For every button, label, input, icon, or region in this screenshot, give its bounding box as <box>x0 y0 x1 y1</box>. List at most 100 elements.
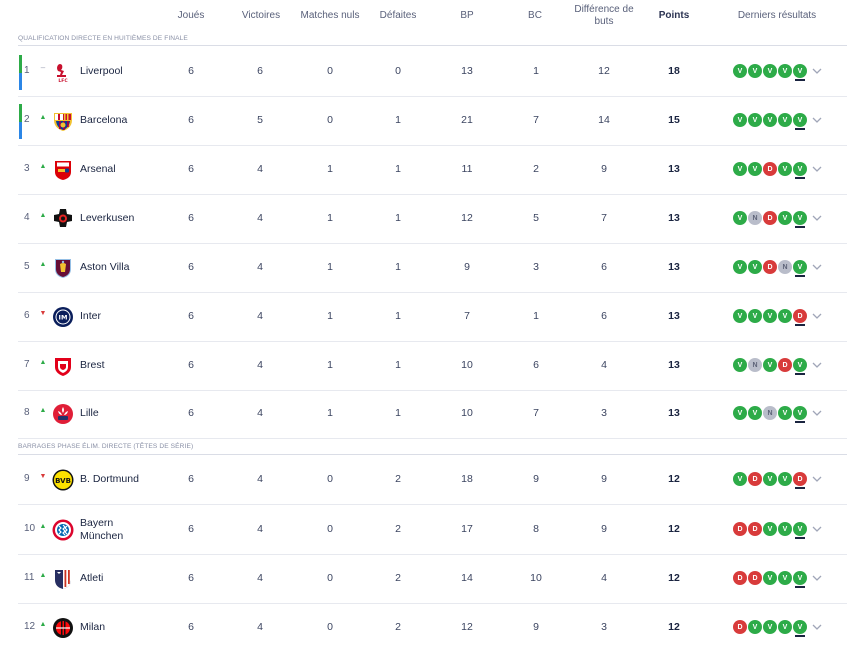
result-pill[interactable]: V <box>793 113 807 130</box>
result-pill[interactable]: V <box>778 113 792 127</box>
result-pill[interactable]: V <box>793 358 807 375</box>
result-pill[interactable]: V <box>793 620 807 637</box>
team-name[interactable]: Bayern München <box>80 517 124 542</box>
header-draws[interactable]: Matches nuls <box>300 10 360 21</box>
header-played[interactable]: Joués <box>177 10 205 21</box>
chevron-down-icon[interactable] <box>811 261 823 273</box>
result-pill[interactable]: V <box>778 472 792 486</box>
result-pill[interactable]: N <box>748 358 762 372</box>
table-row[interactable]: 4 ▲ Leverkusen 6 4 1 1 12 5 7 13 V N D V V <box>0 195 847 244</box>
result-pill[interactable]: V <box>748 162 762 176</box>
result-pill[interactable]: V <box>733 309 747 323</box>
result-pill[interactable]: V <box>778 64 792 78</box>
result-pill[interactable]: V <box>748 113 762 127</box>
result-pill[interactable]: D <box>748 522 762 536</box>
team-name[interactable]: B. Dortmund <box>80 473 139 485</box>
chevron-down-icon[interactable] <box>811 523 823 535</box>
chevron-down-icon[interactable] <box>811 359 823 371</box>
result-pill[interactable]: V <box>733 64 747 78</box>
result-pill[interactable]: V <box>748 260 762 274</box>
result-pill[interactable]: V <box>748 64 762 78</box>
table-row[interactable]: 1– LFC Liverpool 6 6 0 0 13 1 12 18 V V V V V <box>0 48 847 97</box>
team-name[interactable]: Milan <box>80 621 106 633</box>
result-pill[interactable]: V <box>733 162 747 176</box>
result-pill[interactable]: V <box>778 571 792 585</box>
result-pill[interactable]: N <box>748 211 762 225</box>
result-pill[interactable]: D <box>733 522 747 536</box>
header-wins[interactable]: Victoires <box>241 10 281 21</box>
result-pill[interactable]: D <box>733 620 747 634</box>
chevron-down-icon[interactable] <box>811 473 823 485</box>
result-pill[interactable]: V <box>763 571 777 585</box>
result-pill[interactable]: V <box>763 620 777 634</box>
result-pill[interactable]: V <box>763 64 777 78</box>
result-pill[interactable]: D <box>748 571 762 585</box>
team-name[interactable]: Aston Villa <box>80 261 130 273</box>
result-pill[interactable]: V <box>733 211 747 225</box>
table-row[interactable]: 11 ▲ Atleti 6 4 0 2 14 10 4 12 D D V V V <box>0 555 847 604</box>
result-pill[interactable]: V <box>748 620 762 634</box>
team-name[interactable]: Liverpool <box>80 65 123 77</box>
table-row[interactable]: 7 ▲ Brest 6 4 1 1 10 6 4 13 V N V D V <box>0 342 847 391</box>
team-name[interactable]: Atleti <box>80 572 104 584</box>
table-row[interactable]: 2 ▲ Barcelona 6 5 0 1 21 7 14 15 V V V V V <box>0 97 847 146</box>
team-name[interactable]: Arsenal <box>80 163 116 175</box>
result-pill[interactable]: V <box>763 472 777 486</box>
result-pill[interactable]: N <box>763 406 777 420</box>
result-pill[interactable]: V <box>763 358 777 372</box>
team-name[interactable]: Lille <box>80 407 99 419</box>
result-pill[interactable]: V <box>778 522 792 536</box>
header-losses[interactable]: Défaites <box>379 10 417 21</box>
result-pill[interactable]: V <box>793 260 807 277</box>
result-pill[interactable]: V <box>793 522 807 539</box>
table-row[interactable]: 10 ▲ Bayern München 6 4 0 2 17 8 9 12 D D V V V <box>0 506 847 555</box>
result-pill[interactable]: V <box>778 162 792 176</box>
table-row[interactable]: 5 ▲ Aston Villa 6 4 1 1 9 3 6 13 V V D N V <box>0 244 847 293</box>
result-pill[interactable]: V <box>748 309 762 323</box>
chevron-down-icon[interactable] <box>811 621 823 633</box>
result-pill[interactable]: D <box>793 472 807 489</box>
result-pill[interactable]: V <box>793 211 807 228</box>
result-pill[interactable]: V <box>733 358 747 372</box>
result-pill[interactable]: V <box>763 309 777 323</box>
result-pill[interactable]: D <box>763 260 777 274</box>
table-row[interactable]: 12 ▲ Milan 6 4 0 2 12 9 3 12 D V V V V <box>0 604 847 649</box>
table-row[interactable]: 6 ▼ IM Inter 6 4 1 1 7 1 6 13 V V V V D <box>0 293 847 342</box>
result-pill[interactable]: V <box>733 472 747 486</box>
team-name[interactable]: Brest <box>80 359 105 371</box>
result-pill[interactable]: D <box>793 309 807 326</box>
result-pill[interactable]: V <box>733 406 747 420</box>
chevron-down-icon[interactable] <box>811 572 823 584</box>
table-row[interactable]: 9 ▼ BVB B. Dortmund 6 4 0 2 18 9 9 12 V D V V D <box>0 456 847 505</box>
chevron-down-icon[interactable] <box>811 212 823 224</box>
header-goals-for[interactable]: BP <box>460 10 474 21</box>
chevron-down-icon[interactable] <box>811 310 823 322</box>
result-pill[interactable]: V <box>778 406 792 420</box>
result-pill[interactable]: V <box>733 260 747 274</box>
chevron-down-icon[interactable] <box>811 65 823 77</box>
result-pill[interactable]: D <box>778 358 792 372</box>
chevron-down-icon[interactable] <box>811 163 823 175</box>
result-pill[interactable]: V <box>778 309 792 323</box>
result-pill[interactable]: V <box>748 406 762 420</box>
result-pill[interactable]: V <box>778 620 792 634</box>
result-pill[interactable]: V <box>763 113 777 127</box>
result-pill[interactable]: V <box>793 64 807 81</box>
header-points[interactable]: Points <box>658 10 690 21</box>
result-pill[interactable]: V <box>793 571 807 588</box>
result-pill[interactable]: V <box>793 406 807 423</box>
result-pill[interactable]: V <box>793 162 807 179</box>
chevron-down-icon[interactable] <box>811 407 823 419</box>
team-name[interactable]: Barcelona <box>80 114 128 126</box>
result-pill[interactable]: D <box>748 472 762 486</box>
result-pill[interactable]: V <box>763 522 777 536</box>
table-row[interactable]: 8 ▲ Lille 6 4 1 1 10 7 3 13 V V N V V <box>0 390 847 439</box>
result-pill[interactable]: N <box>778 260 792 274</box>
result-pill[interactable]: D <box>733 571 747 585</box>
result-pill[interactable]: V <box>778 211 792 225</box>
team-name[interactable]: Inter <box>80 310 102 322</box>
team-name[interactable]: Leverkusen <box>80 212 135 224</box>
result-pill[interactable]: D <box>763 162 777 176</box>
result-pill[interactable]: D <box>763 211 777 225</box>
chevron-down-icon[interactable] <box>811 114 823 126</box>
